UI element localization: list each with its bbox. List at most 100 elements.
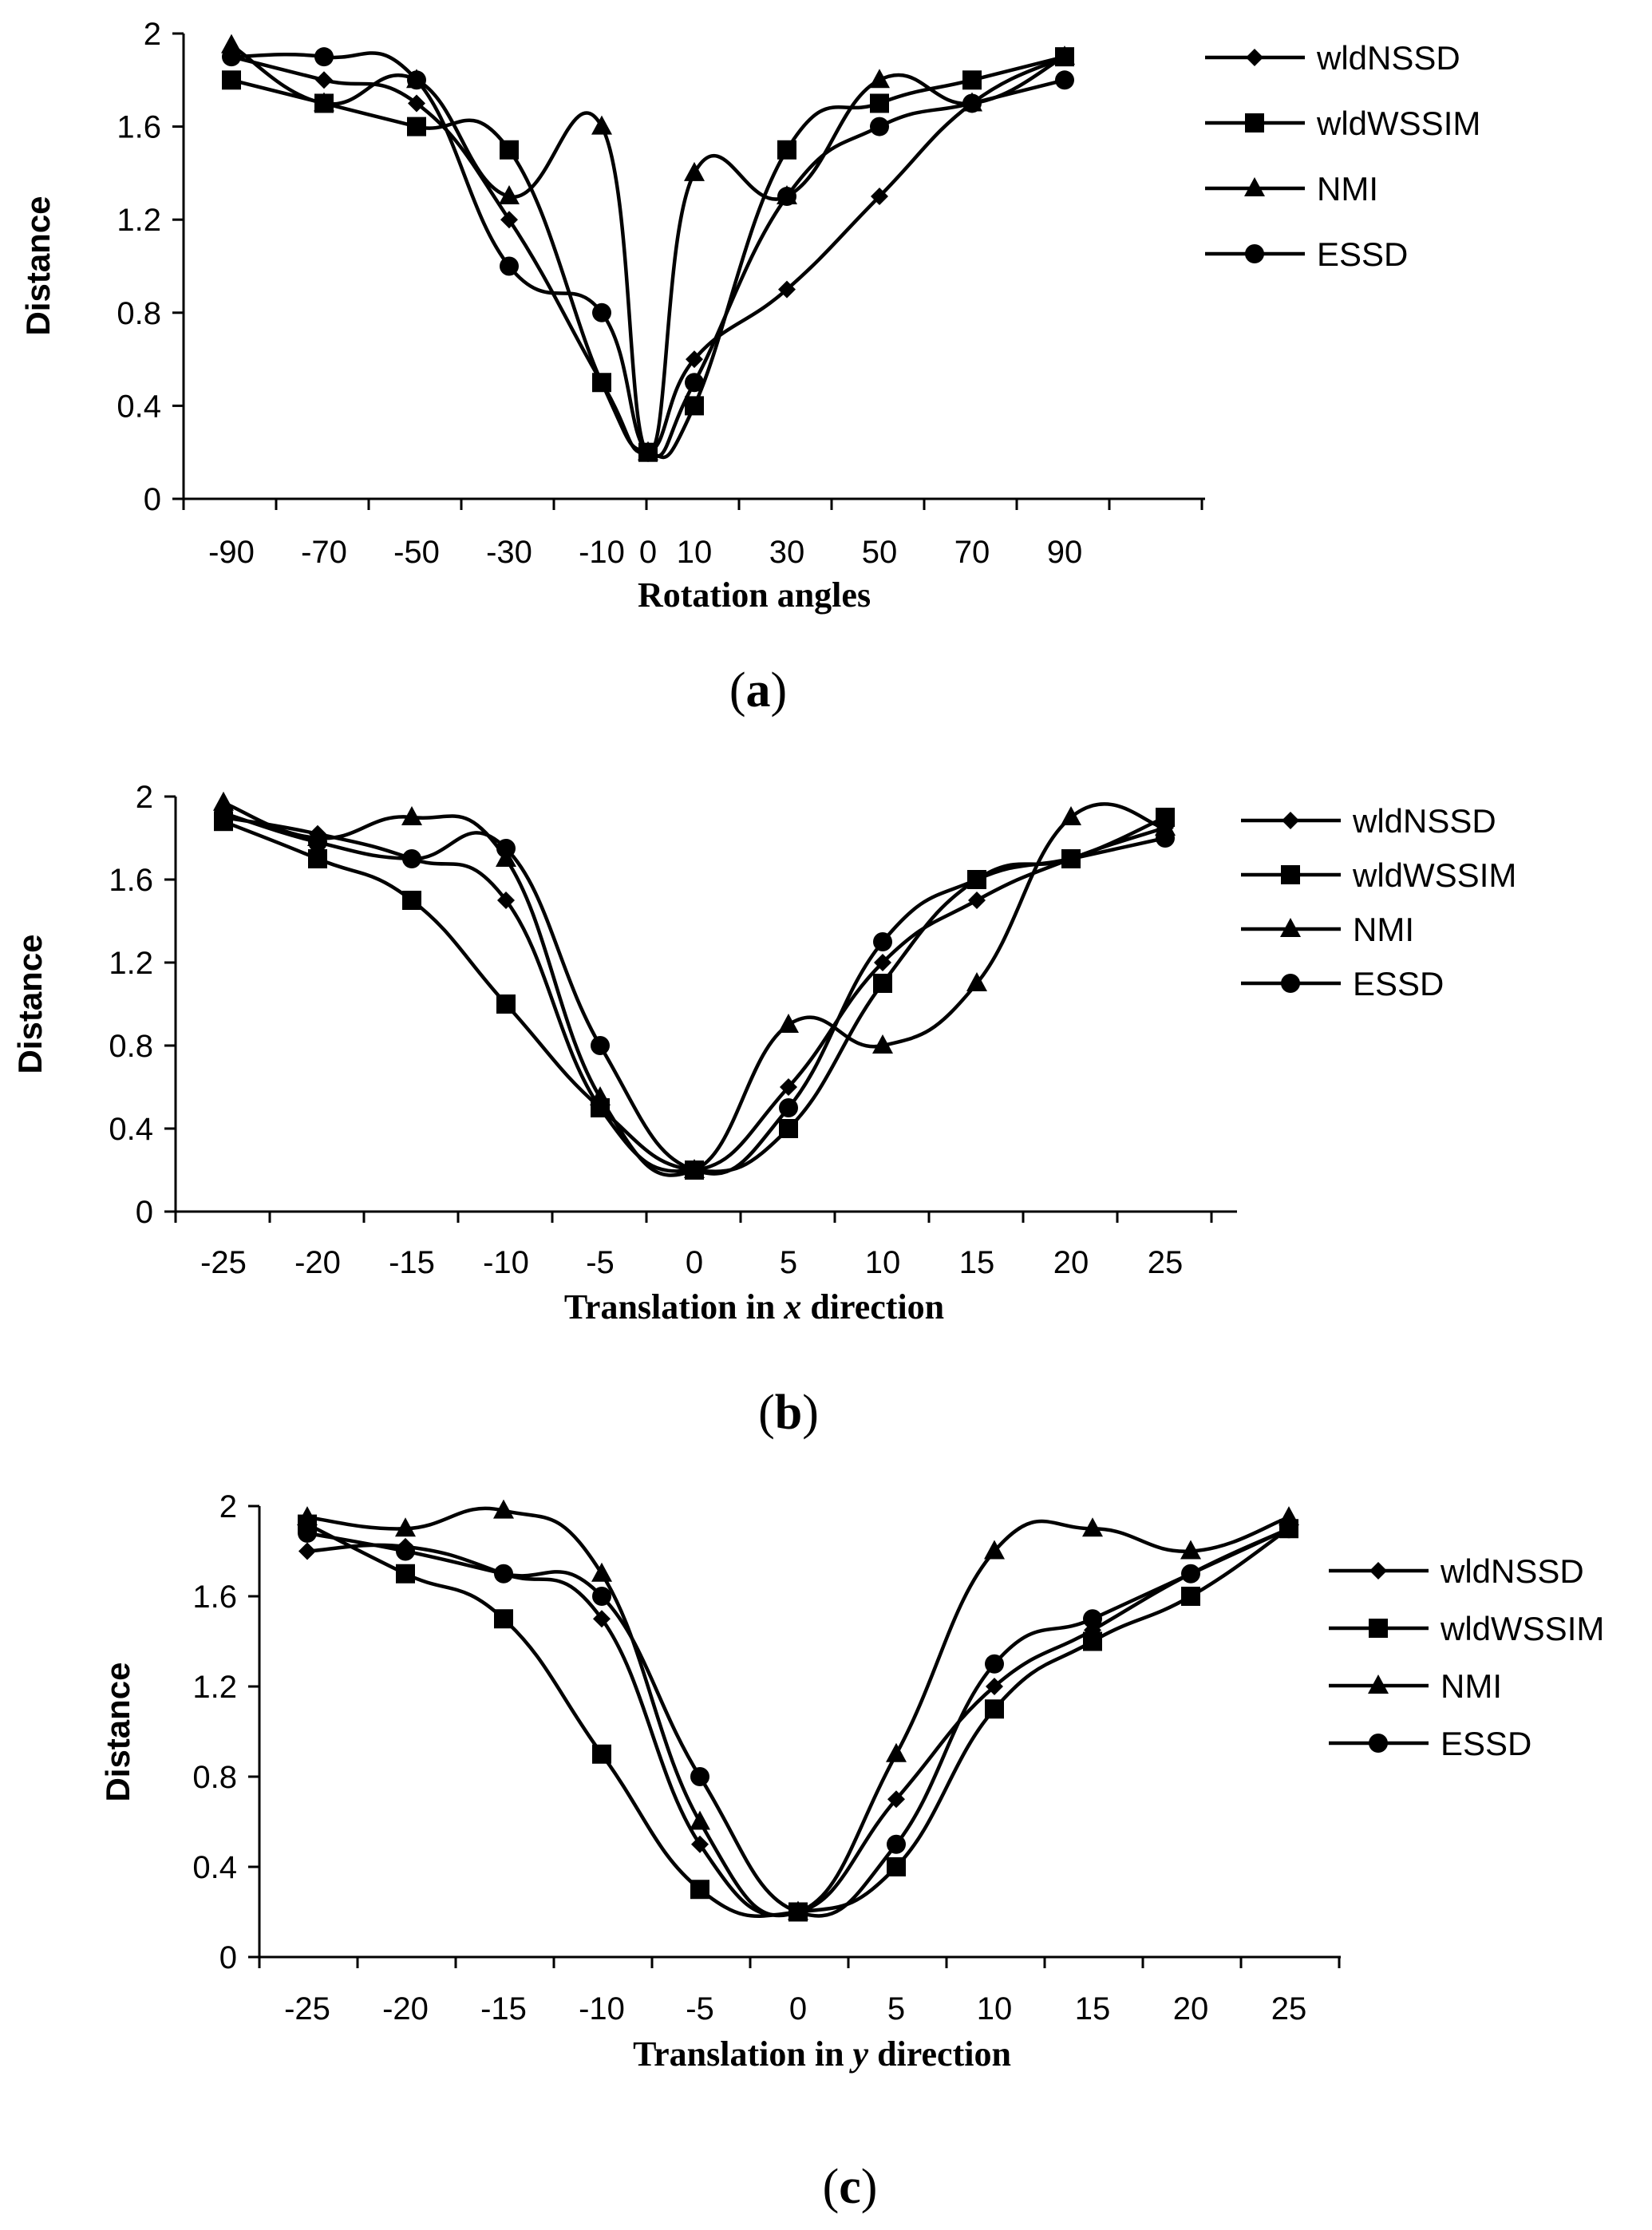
panel-caption: (a) — [729, 663, 787, 718]
data-point-ESSD — [779, 1098, 798, 1117]
data-point-wldWSSIM — [496, 994, 516, 1014]
data-point-ESSD — [962, 93, 982, 113]
series-wldNSSD — [298, 1520, 1298, 1921]
data-point-ESSD — [1055, 70, 1074, 90]
data-point-wldWSSIM — [870, 93, 889, 113]
data-point-ESSD — [214, 803, 233, 823]
data-point-NMI — [493, 1499, 514, 1519]
data-point-NMI — [984, 1540, 1005, 1560]
y-tick-label: 1.6 — [117, 110, 161, 145]
legend-marker-triangle — [1280, 918, 1301, 937]
series-line-NMI — [230, 43, 1066, 454]
y-tick-label: 2 — [144, 17, 161, 52]
legend-label: wldWSSIM — [1316, 105, 1480, 142]
x-tick-label: 20 — [1173, 1991, 1209, 2026]
data-point-wldNSSD — [315, 71, 333, 89]
data-point-NMI — [1082, 1517, 1103, 1537]
data-point-wldNSSD — [298, 1542, 316, 1560]
y-tick-label: 0.4 — [117, 389, 161, 424]
y-tick-label: 0.4 — [109, 1112, 153, 1147]
x-tick-label: 5 — [780, 1245, 797, 1280]
legend-label: NMI — [1353, 911, 1414, 948]
series-line-NMI — [306, 1506, 1290, 1918]
x-tick-label: 15 — [959, 1245, 995, 1280]
x-tick-label: -70 — [301, 535, 347, 570]
data-point-ESSD — [788, 1902, 808, 1922]
data-point-wldNSSD — [500, 211, 518, 229]
series-line-wldWSSIM — [306, 1522, 1290, 1918]
data-point-ESSD — [496, 839, 516, 858]
x-tick-label: 15 — [1075, 1991, 1111, 2026]
legend: wldNSSD wldWSSIM NMI ESSD — [1329, 1552, 1604, 1762]
y-tick-label: 0.8 — [192, 1760, 237, 1795]
x-tick-label: -15 — [389, 1245, 435, 1280]
x-tick-label: 0 — [789, 1991, 807, 2026]
data-point-NMI — [1180, 1540, 1201, 1560]
data-point-wldNSSD — [986, 1678, 1003, 1695]
data-point-ESSD — [1181, 1564, 1200, 1584]
data-point-ESSD — [396, 1541, 415, 1561]
data-point-wldWSSIM — [1083, 1631, 1102, 1651]
data-point-ESSD — [222, 47, 241, 67]
data-point-ESSD — [407, 70, 426, 90]
series-line-ESSD — [223, 811, 1166, 1176]
chart-panel-a: 0 0.4 0.8 1.2 1.6 2 -90 -70 -50 -30 -10 0 10 30 50 70 90… — [19, 17, 1480, 718]
x-tick-label: -10 — [579, 535, 625, 570]
legend-label: wldNSSD — [1352, 802, 1496, 840]
legend-marker-diamond — [1369, 1562, 1387, 1580]
y-axis-title: Distance — [99, 1662, 136, 1801]
series-line-wldNSSD — [231, 54, 1066, 455]
data-point-ESSD — [638, 442, 658, 462]
data-point-NMI — [297, 1506, 318, 1526]
data-point-ESSD — [685, 1160, 704, 1180]
x-tick-label: 25 — [1271, 1991, 1307, 2026]
x-tick-label: -90 — [208, 535, 255, 570]
y-tick-label: 0.8 — [117, 296, 161, 331]
y-tick-label: 1.2 — [109, 946, 153, 981]
data-point-wldWSSIM — [500, 140, 519, 160]
series-ESSD — [214, 803, 1175, 1180]
x-tick-label: 90 — [1047, 535, 1083, 570]
series-line-wldWSSIM — [223, 815, 1166, 1173]
legend-marker-square — [1369, 1619, 1388, 1638]
data-point-wldWSSIM — [308, 849, 327, 868]
x-tick-label: 20 — [1053, 1245, 1089, 1280]
data-point-NMI — [591, 1562, 612, 1582]
series-line-NMI — [223, 801, 1166, 1177]
y-tick-label: 2 — [136, 780, 153, 815]
x-tick-label: -50 — [393, 535, 440, 570]
y-tick-label: 0 — [136, 1195, 153, 1230]
data-point-wldWSSIM — [962, 70, 982, 90]
data-point-NMI — [1061, 806, 1081, 825]
data-point-wldNSSD — [593, 1610, 611, 1628]
legend-marker-circle — [1369, 1734, 1388, 1753]
data-point-NMI — [395, 1517, 416, 1537]
legend-label: NMI — [1317, 170, 1378, 208]
x-tick-label: 10 — [977, 1991, 1013, 2026]
legend-label: ESSD — [1353, 965, 1444, 1002]
data-point-NMI — [684, 161, 705, 181]
data-point-NMI — [778, 1014, 799, 1033]
legend-marker-diamond — [1246, 49, 1263, 66]
data-point-NMI — [591, 115, 612, 135]
y-tick-label: 0.8 — [109, 1029, 153, 1064]
y-tick-label: 2 — [219, 1489, 237, 1524]
legend-label: wldWSSIM — [1352, 856, 1516, 894]
data-point-wldWSSIM — [1181, 1587, 1200, 1606]
data-point-wldNSSD — [778, 280, 796, 299]
x-tick-label: 30 — [769, 535, 805, 570]
legend-label: ESSD — [1317, 235, 1408, 273]
data-point-NMI — [872, 1034, 893, 1054]
y-tick-label: 1.2 — [117, 203, 161, 238]
legend-label: wldNSSD — [1440, 1552, 1584, 1590]
data-point-ESSD — [494, 1564, 513, 1584]
x-tick-label: 25 — [1148, 1245, 1184, 1280]
data-point-NMI — [314, 92, 334, 112]
data-point-wldNSSD — [780, 1078, 797, 1096]
data-point-NMI — [869, 69, 890, 89]
x-tick-label: -10 — [483, 1245, 529, 1280]
series-line-ESSD — [231, 51, 1065, 458]
data-point-wldWSSIM — [777, 140, 796, 160]
data-point-wldNSSD — [871, 188, 888, 206]
data-point-ESSD — [967, 870, 986, 889]
